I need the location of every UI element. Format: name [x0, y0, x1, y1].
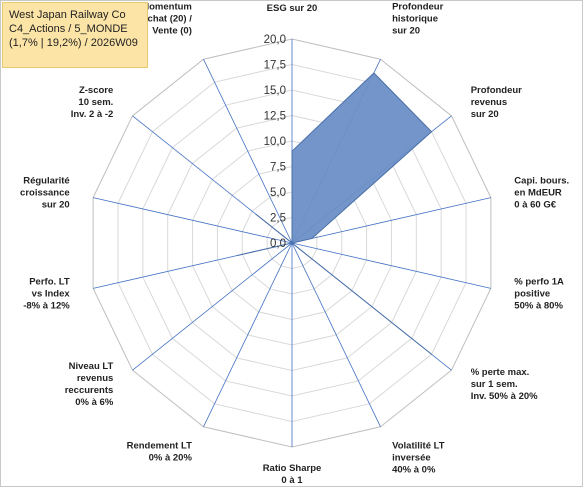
- axis-label-line: Momentum: [141, 1, 192, 12]
- axis-spoke: [203, 59, 293, 244]
- axis-label: Perfo. LT vs Index -8% à 12%: [23, 276, 70, 311]
- axis-label-line: % perte max.: [471, 367, 530, 378]
- axis-label-line: 10 sem.: [78, 97, 113, 108]
- axis-label-line: % perfo 1A: [514, 276, 564, 287]
- axis-label-line: en MdEUR: [514, 188, 562, 199]
- axis-label: Rendement LT 0% à 20%: [127, 441, 193, 464]
- axis-label-line: croissance: [20, 188, 70, 199]
- axis-label-line: Capi. bours.: [514, 176, 569, 187]
- tick-label: 10,0: [264, 136, 286, 148]
- chart-title-box: West Japan Railway Co C4_Actions / 5_MON…: [2, 2, 148, 68]
- axis-label-line: sur 1 sem.: [471, 379, 518, 390]
- tick-label: 17,5: [264, 60, 286, 72]
- axis-label: Volatilité LT inversée 40% à 0%: [392, 441, 445, 476]
- axis-label-line: sur 20: [392, 25, 420, 36]
- title-category: C4_Actions / 5_MONDE: [9, 23, 128, 35]
- axis-label-line: inversée: [392, 453, 431, 464]
- axis-spoke: [203, 242, 293, 427]
- axis-label: Momentum Achat (20) / Vente (0): [141, 1, 193, 36]
- tick-label: 15,0: [264, 85, 286, 97]
- axis-label-line: revenus: [77, 373, 113, 384]
- axis-label-line: Inv. 50% à 20%: [471, 391, 538, 402]
- axis-spoke: [132, 242, 293, 371]
- series-layer: [237, 72, 433, 355]
- axis-label-line: positive: [514, 288, 550, 299]
- axis-label: Z-score 10 sem. Inv. 2 à -2: [71, 85, 114, 120]
- tick-layer: 0,0 2,5 5,0 7,5 10,0 12,5 15,0 17,5 20,0: [264, 34, 286, 250]
- axis-label-line: Achat (20) /: [141, 13, 193, 24]
- axis-label: % perfo 1A positive 50% à 80%: [514, 276, 564, 311]
- axis-label-line: 0% à 20%: [149, 453, 193, 464]
- axis-label: NoteESG sur 20: [267, 1, 318, 14]
- axis-spoke: [291, 242, 381, 427]
- tick-label: 7,5: [270, 162, 286, 174]
- axis-label-line: ESG sur 20: [267, 3, 318, 14]
- axis-label-line: 0 à 1: [281, 475, 303, 486]
- axis-label-line: 50% à 80%: [514, 300, 563, 311]
- axis-label: % perte max. sur 1 sem. Inv. 50% à 20%: [471, 367, 538, 402]
- axis-spoke: [93, 197, 293, 244]
- axis-label: Profondeur historique sur 20: [392, 1, 443, 36]
- axis-label: Capi. bours. en MdEUR 0 à 60 G€: [514, 176, 569, 211]
- axis-label-line: 40% à 0%: [392, 465, 436, 476]
- axis-label-line: 0% à 6%: [75, 397, 114, 408]
- axis-label: Régularité croissance sur 20: [20, 176, 70, 211]
- axis-label: Niveau LT revenus reccurents 0% à 6%: [65, 361, 114, 408]
- axis-label-line: Volatilité LT: [392, 441, 445, 452]
- axis-spoke: [291, 242, 491, 289]
- tick-label: 20,0: [264, 34, 286, 46]
- axis-label-line: 0 à 60 G€: [514, 200, 556, 211]
- axis-label-line: Note: [281, 1, 302, 2]
- axis-label-line: Profondeur: [471, 85, 522, 96]
- axis-label-line: historique: [392, 13, 438, 24]
- title-stats: (1,7% | 19,2%) / 2026W09: [9, 37, 138, 49]
- tick-label: 12,5: [264, 111, 286, 123]
- axis-label-line: Z-score: [79, 85, 113, 96]
- series-area: [237, 72, 433, 355]
- tick-label: 5,0: [270, 187, 286, 199]
- axis-label-line: Vente (0): [152, 25, 192, 36]
- axis-label-line: Inv. 2 à -2: [71, 109, 114, 120]
- axis-label-line: sur 20: [42, 200, 70, 211]
- axis-spoke: [291, 197, 491, 244]
- axis-label-line: Perfo. LT: [29, 276, 70, 287]
- axis-label-line: Rendement LT: [127, 441, 192, 452]
- axis-label-line: Niveau LT: [69, 361, 114, 372]
- tick-label: 0,0: [270, 238, 286, 250]
- axis-label: Ratio Sharpe 0 à 1: [263, 463, 322, 486]
- axis-label-line: sur 20: [471, 109, 499, 120]
- axis-label-line: vs Index: [32, 288, 71, 299]
- axis-label-line: -8% à 12%: [23, 300, 70, 311]
- axis-label-line: Profondeur: [392, 1, 443, 12]
- tick-label: 2,5: [270, 213, 286, 225]
- title-company: West Japan Railway Co: [9, 9, 126, 21]
- axis-label-line: reccurents: [65, 385, 114, 396]
- axis-label-line: Ratio Sharpe: [263, 463, 322, 474]
- axis-label-line: Régularité: [23, 176, 69, 187]
- axis-label: Profondeur revenus sur 20: [471, 85, 522, 120]
- axis-label-line: revenus: [471, 97, 507, 108]
